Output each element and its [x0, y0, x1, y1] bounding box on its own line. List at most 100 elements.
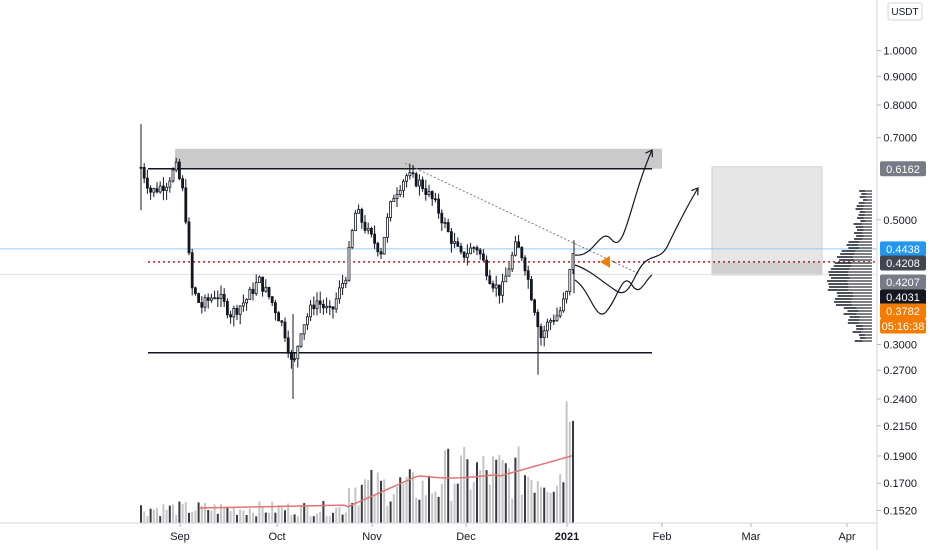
price-badge-bg — [880, 241, 926, 257]
volume-bar — [271, 501, 274, 523]
candle-body — [277, 312, 281, 322]
price-badge-bg — [880, 318, 926, 334]
candle-body — [187, 221, 191, 254]
profile-bar-light — [848, 286, 872, 288]
candle — [251, 282, 255, 301]
volume-bar — [373, 494, 376, 523]
candle-body — [161, 185, 165, 191]
candle-body — [206, 297, 210, 301]
candle — [184, 178, 188, 225]
month-label: Apr — [838, 531, 855, 543]
volume-bar — [357, 505, 360, 523]
candle — [331, 306, 335, 319]
time-axis[interactable]: Sep Oct Nov Dec 2021 Feb Mar Apr — [0, 522, 877, 543]
candle-body — [453, 241, 457, 244]
price-tick-label: 0.1700 — [883, 478, 917, 490]
candle — [475, 245, 479, 256]
volume-bar — [239, 509, 242, 523]
profile-bar-light — [859, 316, 872, 318]
candle-body — [257, 276, 261, 283]
candle-body — [501, 281, 505, 296]
candle — [321, 299, 325, 315]
price-badge-bg — [880, 161, 926, 177]
profile-bar-light — [857, 244, 872, 246]
volume-ma-polyline — [199, 455, 573, 509]
volume-bar — [431, 493, 434, 523]
profile-bar-light — [861, 223, 872, 225]
volume-bar — [236, 514, 238, 523]
candle-body — [421, 179, 425, 189]
candle-body — [369, 227, 373, 235]
candle-body — [174, 161, 178, 171]
candle-body — [158, 185, 162, 193]
candle — [232, 305, 236, 327]
candle-body — [241, 302, 245, 307]
candle-body — [440, 212, 444, 224]
volume-bar — [428, 475, 430, 523]
candle — [213, 290, 217, 300]
candle-body — [321, 303, 325, 309]
candle — [145, 169, 149, 194]
candle-body — [446, 222, 450, 233]
candle-body — [465, 253, 469, 258]
volume-bar — [364, 479, 366, 523]
candle — [539, 323, 543, 346]
candle — [568, 268, 572, 296]
candle-body — [504, 275, 508, 283]
candle-body — [462, 251, 466, 258]
candle — [289, 350, 293, 369]
price-badge-bg — [880, 274, 926, 290]
volume-bar — [325, 516, 328, 523]
candle — [414, 171, 418, 188]
volume-bar — [552, 491, 555, 523]
price-axis[interactable]: USDT 1.0000 0.9000 0.8000 0.7000 0.5000 0.300… — [876, 0, 926, 550]
volume-bar — [261, 506, 264, 523]
candle — [472, 246, 476, 253]
candle — [328, 300, 332, 316]
volume-bar — [197, 502, 200, 523]
candle-body — [414, 173, 418, 187]
price-badge: 0.6162 — [880, 161, 926, 177]
candle-body — [549, 320, 552, 323]
candle-body — [152, 188, 156, 193]
volume-bar — [399, 477, 402, 523]
candle-body — [494, 284, 498, 289]
price-tick-label: 0.2700 — [883, 365, 917, 377]
price-badge: 0.4438 — [880, 241, 926, 257]
price-badge-label: 0.4438 — [886, 244, 920, 256]
month-ticks: Sep Oct Nov Dec 2021 Feb Mar Apr — [170, 523, 856, 543]
candle — [177, 158, 181, 181]
candle-body — [273, 302, 277, 314]
month-label: Nov — [362, 531, 382, 543]
profile-bar-light — [863, 217, 872, 219]
candle-body — [270, 296, 274, 304]
candle-body — [155, 188, 159, 193]
price-badge-label: 0.3782 — [886, 306, 920, 318]
volume-bar — [460, 455, 462, 523]
candle — [469, 242, 473, 255]
candle-body — [245, 299, 249, 304]
price-badge: 0.4031 — [880, 289, 926, 305]
candle-body — [520, 246, 524, 259]
price-tick-label: 0.1900 — [883, 451, 917, 463]
month-label: Feb — [653, 531, 672, 543]
candle — [219, 285, 223, 308]
candle-body — [325, 305, 329, 309]
candle-body — [392, 198, 396, 203]
profile-bar-light — [865, 211, 872, 213]
price-badge-label: 0.4207 — [886, 277, 920, 289]
profile-bar-light — [858, 247, 872, 249]
price-badge-bg — [880, 289, 926, 305]
volume-bar — [380, 480, 382, 523]
volume-bar — [434, 491, 437, 523]
candle-body — [337, 287, 341, 300]
price-tick-label: 0.7000 — [883, 133, 917, 145]
profile-bar-light — [864, 334, 872, 336]
profile-bar-light — [863, 328, 872, 330]
profile-bar-light — [862, 340, 872, 342]
profile-bar-light — [858, 310, 872, 312]
volume-bar — [476, 462, 478, 523]
candle-body — [433, 198, 437, 201]
profile-bar-light — [858, 322, 872, 324]
